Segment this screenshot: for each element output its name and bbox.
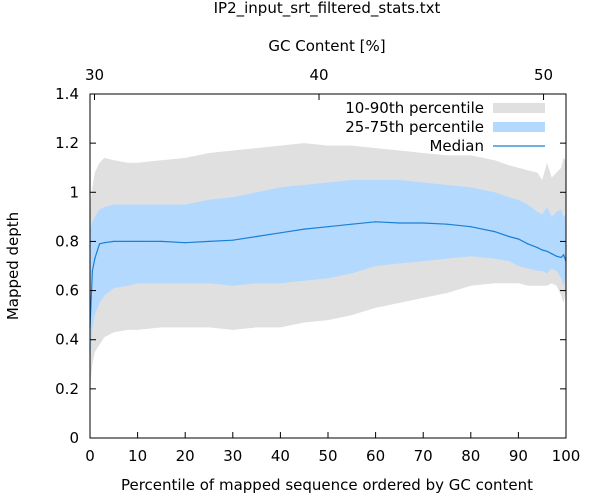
median-point — [527, 243, 529, 245]
x2-tick-label: 40 — [309, 66, 328, 84]
y-tick-label: 0.4 — [55, 331, 79, 349]
median-point — [563, 254, 565, 256]
median-point — [327, 226, 329, 228]
median-point — [555, 255, 558, 257]
median-point — [279, 232, 281, 234]
median-point — [208, 240, 210, 242]
chart-title: IP2_input_srt_filtered_stats.txt — [214, 0, 441, 18]
median-point — [303, 228, 305, 230]
x-tick-label: 60 — [366, 447, 385, 465]
median-point — [508, 235, 510, 238]
median-point — [351, 223, 353, 225]
median-point — [137, 240, 139, 242]
legend-label: Median — [429, 137, 484, 155]
median-point — [517, 238, 520, 240]
y-axis-label: Mapped depth — [4, 212, 22, 320]
median-point — [422, 222, 424, 224]
x-tick-label: 40 — [271, 447, 290, 465]
median-point — [494, 231, 496, 233]
median-point — [546, 250, 548, 252]
legend-label: 10-90th percentile — [345, 99, 484, 117]
median-layer — [89, 221, 567, 328]
median-point — [536, 247, 539, 249]
y-tick-label: 1.4 — [55, 85, 79, 103]
median-point — [127, 240, 129, 242]
x-tick-label: 100 — [552, 447, 581, 465]
median-point — [232, 239, 234, 241]
median-point — [398, 222, 400, 224]
y-tick-label: 0.8 — [55, 232, 79, 250]
median-point — [560, 256, 562, 258]
x-tick-label: 20 — [176, 447, 195, 465]
y-tick-label: 0.2 — [55, 380, 79, 398]
x2-tick-label: 50 — [534, 66, 553, 84]
x2-tick-label: 30 — [85, 66, 104, 84]
median-point — [91, 270, 93, 272]
x2-axis-label: GC Content [%] — [268, 37, 385, 55]
x-tick-label: 90 — [509, 447, 528, 465]
bands-layer — [90, 143, 566, 389]
median-point — [256, 235, 258, 238]
median-point — [470, 226, 472, 228]
x-axis-label: Percentile of mapped sequence ordered by… — [121, 476, 533, 494]
x-tick-label: 0 — [85, 447, 95, 465]
median-point — [551, 253, 553, 255]
ticks-layer: 0 10 20 30 40 50 60 70 80 90 100 30 40 50 0 0.2 0.4 0.6 0.… — [55, 66, 580, 465]
median-point — [446, 223, 448, 225]
y-tick-label: 1 — [69, 183, 79, 201]
median-point — [160, 240, 162, 242]
legend-swatch — [493, 103, 545, 113]
median-point — [103, 242, 105, 244]
x-tick-label: 50 — [318, 447, 337, 465]
x-tick-label: 30 — [223, 447, 242, 465]
median-point — [94, 258, 96, 260]
band-25-75 — [90, 180, 566, 365]
y-tick-label: 0.6 — [55, 282, 79, 300]
x-tick-label: 80 — [461, 447, 480, 465]
x-tick-label: 70 — [414, 447, 433, 465]
y-tick-label: 0 — [69, 429, 79, 447]
median-point — [375, 221, 377, 223]
median-point — [184, 242, 186, 244]
median-point — [541, 249, 543, 251]
y-tick-label: 1.2 — [55, 134, 79, 152]
median-point — [113, 240, 115, 242]
x-tick-label: 10 — [128, 447, 147, 465]
legend-swatch — [493, 122, 545, 132]
median-line — [89, 221, 567, 328]
median-point — [98, 243, 101, 245]
legend-label: 25-75th percentile — [345, 118, 484, 136]
